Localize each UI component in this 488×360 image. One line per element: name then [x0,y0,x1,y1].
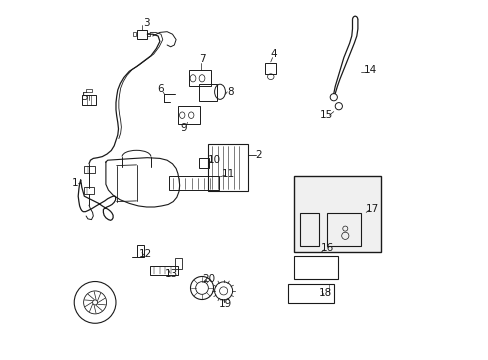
Bar [133,32,136,36]
Bar [136,30,147,39]
Bar [150,266,178,275]
Bar [168,176,219,190]
Text: 13: 13 [165,269,178,279]
Text: 2: 2 [255,150,262,160]
Bar [199,84,216,101]
Bar [299,213,319,246]
Text: 7: 7 [199,54,205,64]
Bar [208,144,247,191]
Bar [85,89,92,92]
Text: 20: 20 [202,274,215,284]
Bar [178,106,200,124]
Text: 10: 10 [207,155,220,165]
Bar [175,258,181,269]
Text: 14: 14 [363,65,376,75]
Bar [83,187,94,194]
Bar [294,256,337,279]
Bar [82,95,96,105]
Text: 19: 19 [219,299,232,309]
Bar [294,176,380,252]
Text: 15: 15 [319,110,332,120]
Text: 11: 11 [221,169,234,179]
Text: 3: 3 [143,18,150,28]
Bar [188,70,211,86]
Bar [84,166,95,173]
Text: 12: 12 [139,249,152,259]
Text: 16: 16 [320,243,333,253]
Text: 8: 8 [226,87,233,97]
Text: 6: 6 [157,84,164,94]
Bar [288,284,334,303]
Text: 1: 1 [72,178,79,188]
Text: 9: 9 [181,123,187,133]
Text: 18: 18 [318,288,331,298]
Bar [265,63,276,74]
Bar [136,245,144,257]
Bar [199,158,208,168]
Text: 4: 4 [269,49,276,59]
Text: 5: 5 [81,92,87,102]
Text: 17: 17 [365,204,378,214]
Bar [326,213,360,246]
Bar [147,33,150,36]
